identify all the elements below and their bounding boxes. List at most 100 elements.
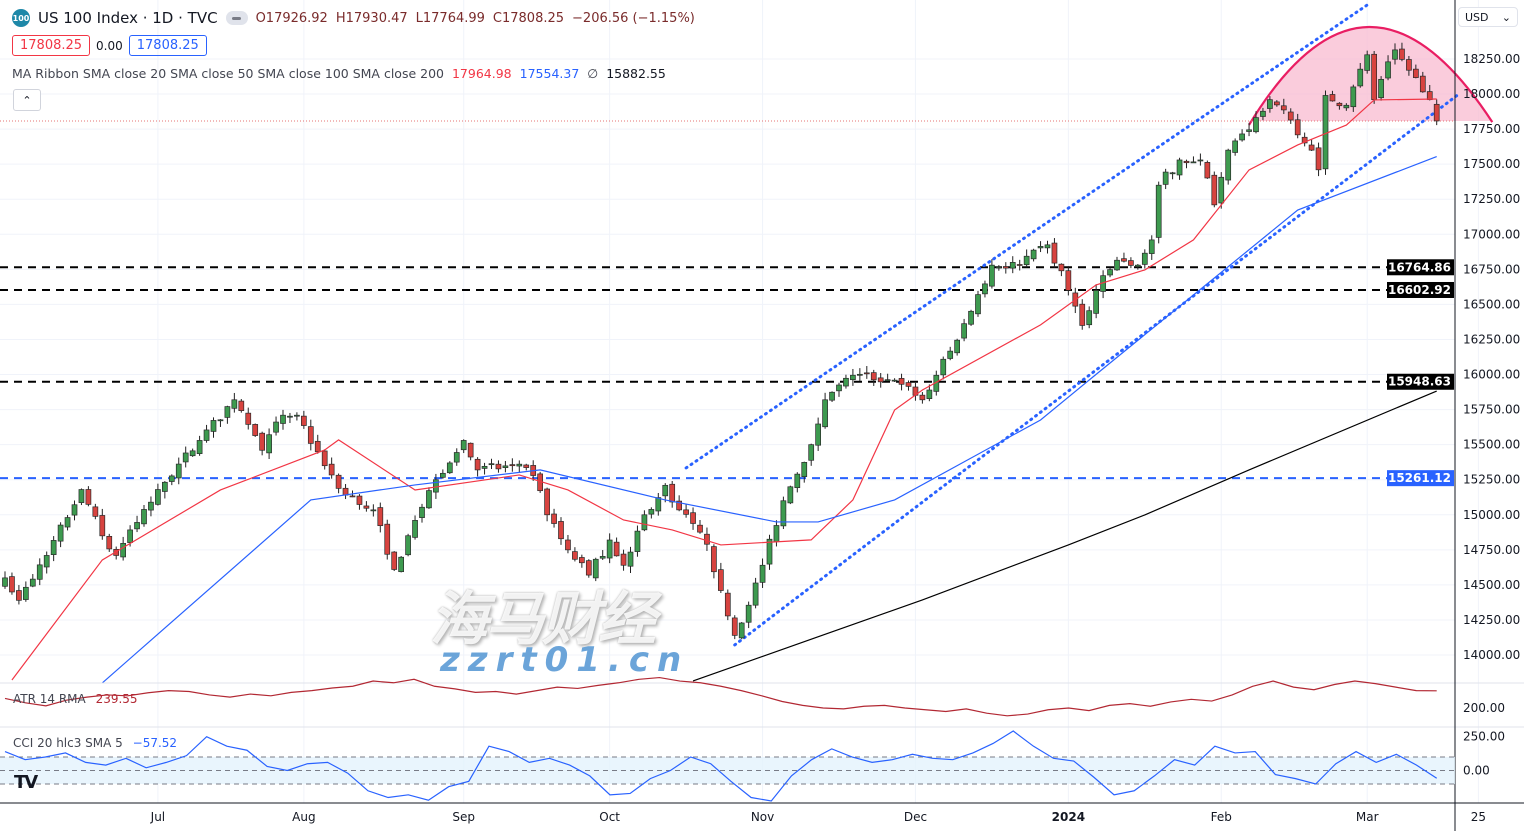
time-axis-label: Mar	[1356, 810, 1379, 824]
candle	[1364, 54, 1371, 71]
candle	[440, 472, 446, 478]
candle	[655, 497, 662, 512]
candle	[1287, 111, 1294, 121]
candle	[1162, 171, 1169, 185]
price-axis-label: 17750.00	[1463, 122, 1520, 136]
candle	[863, 372, 870, 375]
candle	[1392, 49, 1398, 60]
candle	[231, 399, 238, 409]
candle	[1065, 270, 1072, 291]
candle	[1079, 303, 1086, 326]
atr-axis-label: 200.00	[1463, 701, 1505, 715]
candle	[259, 432, 265, 451]
candle	[995, 266, 1002, 269]
candle	[273, 421, 279, 433]
candle	[106, 535, 113, 550]
candle	[724, 592, 731, 617]
candle	[620, 553, 627, 566]
candle	[1246, 129, 1252, 132]
candle	[1148, 239, 1155, 254]
candle	[453, 452, 460, 463]
candle	[1294, 119, 1301, 136]
candle	[203, 429, 210, 441]
cci-legend[interactable]: CCI 20 hlc3 SMA 5 −57.52	[13, 736, 177, 750]
currency-value: USD	[1465, 10, 1489, 24]
candle	[947, 350, 954, 359]
candle	[898, 378, 905, 385]
candle	[301, 415, 307, 426]
candle	[294, 414, 300, 417]
candle	[460, 440, 467, 451]
collapse-legend-button[interactable]: ⌃	[13, 89, 41, 111]
candle	[787, 486, 794, 504]
candle	[1433, 103, 1440, 122]
candle	[669, 483, 676, 503]
candle	[1218, 176, 1225, 204]
candle	[565, 539, 571, 551]
candle	[92, 506, 99, 517]
candle	[467, 442, 474, 458]
candle	[141, 509, 147, 525]
ma-ribbon-legend[interactable]: MA Ribbon SMA close 20 SMA close 50 SMA …	[12, 66, 666, 81]
ma-line-sma-close-50	[101, 155, 1437, 684]
candle	[954, 339, 961, 354]
candle	[940, 358, 947, 376]
price-axis-label: 15250.00	[1463, 473, 1520, 487]
candle	[1239, 133, 1245, 141]
buy-button[interactable]: 17808.25	[128, 35, 207, 56]
ohlc-high: H17930.47	[335, 10, 408, 26]
price-axis-label: 17000.00	[1463, 227, 1520, 241]
candle	[1134, 264, 1141, 267]
price-axis-label: 14500.00	[1463, 578, 1520, 592]
candle	[377, 507, 384, 527]
candle	[1183, 160, 1190, 164]
currency-select[interactable]: USD ⌄	[1458, 7, 1518, 27]
cci-value: −57.52	[132, 736, 178, 750]
candle	[446, 462, 453, 474]
candle	[509, 464, 516, 467]
candle	[544, 488, 550, 516]
candle	[224, 406, 231, 418]
candle	[1002, 266, 1009, 269]
candle	[1350, 86, 1357, 108]
candle	[1260, 110, 1266, 117]
candle	[829, 391, 835, 401]
chevron-up-icon: ⌃	[22, 93, 32, 107]
channel-lower-line	[733, 93, 1460, 647]
market-status-icon[interactable]	[225, 11, 248, 25]
candle	[182, 452, 189, 463]
candle	[731, 617, 738, 636]
atr-legend[interactable]: ATR 14 RMA 239.55	[13, 692, 138, 706]
candle	[856, 373, 863, 376]
candle	[627, 551, 634, 567]
candle	[238, 400, 245, 411]
symbol-title[interactable]: US 100 Index · 1D · TVC	[38, 9, 218, 27]
candle	[321, 450, 328, 467]
candle	[697, 524, 703, 533]
candle	[683, 509, 689, 515]
candle	[1009, 262, 1016, 269]
candle	[516, 463, 523, 467]
candle	[495, 463, 502, 470]
candle	[398, 556, 404, 573]
cci-label: CCI 20 hlc3 SMA 5	[13, 736, 123, 750]
candle	[766, 538, 773, 565]
candle	[328, 463, 335, 476]
candle	[245, 412, 252, 425]
candle	[975, 294, 981, 315]
sell-button[interactable]: 17808.25	[12, 35, 91, 56]
level-price-tag	[1387, 470, 1454, 487]
candle	[148, 501, 154, 511]
price-axis-label: 15750.00	[1463, 403, 1520, 417]
candle	[1114, 259, 1120, 271]
candle	[773, 525, 780, 543]
candle	[1329, 94, 1336, 102]
candle	[870, 372, 877, 381]
candle	[280, 414, 286, 424]
candle	[162, 481, 168, 492]
price-axis-label: 18250.00	[1463, 52, 1520, 66]
sma20-value: 17964.98	[451, 66, 512, 81]
tradingview-logo[interactable]: TV	[14, 772, 38, 793]
candle	[405, 535, 411, 556]
